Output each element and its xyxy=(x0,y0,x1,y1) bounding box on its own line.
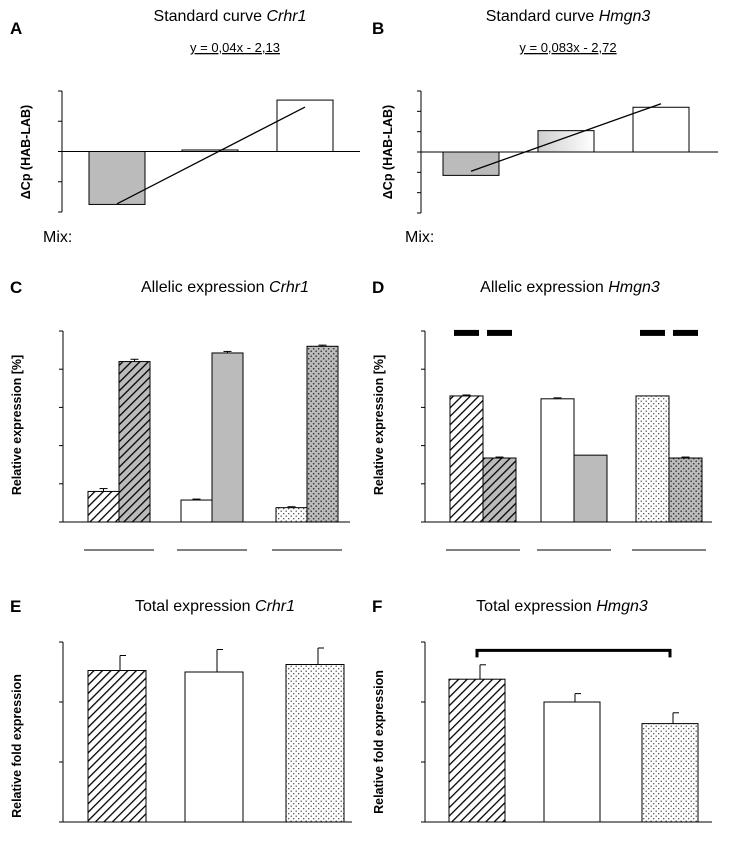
significance-bracket xyxy=(475,648,672,658)
panel-d-ylabel: Relative expression [%] xyxy=(372,355,386,495)
bar-cms-h xyxy=(449,395,484,523)
panel-b-ylabel: ΔCp (HAB-LAB) xyxy=(381,105,395,199)
bar-control-h xyxy=(180,499,213,523)
bar-control xyxy=(184,671,244,823)
panel-f-chart xyxy=(421,641,712,823)
regression-line xyxy=(470,103,662,172)
bar-cms-l xyxy=(118,361,151,523)
panel-f: F Total expression Hmgn3 Relative fold e… xyxy=(372,597,712,823)
panel-e: E Total expression Crhr1 Relative fold e… xyxy=(10,597,352,823)
panel-a-equation: y = 0,04x - 2,13 xyxy=(190,40,280,55)
bar-cms-h xyxy=(87,490,120,523)
bar-9h-1l xyxy=(632,106,690,153)
panel-f-title: Total expression Hmgn3 xyxy=(476,598,648,615)
dash-marker xyxy=(640,329,665,336)
regression-line xyxy=(116,106,306,205)
panel-a-title: Standard curve Crhr1 xyxy=(154,8,307,25)
panel-label-e: E xyxy=(10,597,21,616)
panel-d: D Allelic expression Hmgn3 Relative expr… xyxy=(372,278,712,551)
panel-c-chart xyxy=(59,330,350,551)
panel-label-a: A xyxy=(10,19,22,38)
panel-c-title: Allelic expression Crhr1 xyxy=(141,279,309,296)
bar-5h-5l xyxy=(537,130,595,153)
panel-label-f: F xyxy=(372,597,382,616)
panel-d-chart xyxy=(421,329,712,551)
panel-b-mix-label: Mix: xyxy=(405,229,434,246)
panel-label-d: D xyxy=(372,278,384,297)
panel-c-ylabel: Relative expression [%] xyxy=(10,355,24,495)
panel-a: A Standard curve Crhr1 y = 0,04x - 2,13 … xyxy=(10,8,360,246)
bar-cms-l xyxy=(482,457,517,523)
panel-b-equation: y = 0,083x - 2,72 xyxy=(519,40,616,55)
bar-ee-h xyxy=(275,507,308,523)
bar-control xyxy=(543,701,601,823)
dash-marker xyxy=(673,329,698,336)
bar-1h-9l xyxy=(442,151,500,176)
bar-control-l xyxy=(573,454,608,523)
panel-b-chart xyxy=(417,90,718,214)
bar-ee-l xyxy=(306,345,339,523)
panel-label-c: C xyxy=(10,278,22,297)
panel-a-chart xyxy=(58,90,360,213)
panel-a-ylabel: ΔCp (HAB-LAB) xyxy=(19,105,33,199)
panel-d-title: Allelic expression Hmgn3 xyxy=(480,279,660,296)
panel-e-ylabel: Relative fold expression xyxy=(10,674,24,818)
panel-f-ylabel: Relative fold expression xyxy=(372,670,386,814)
panel-b: B Standard curve Hmgn3 y = 0,083x - 2,72… xyxy=(372,8,718,246)
panel-a-mix-label: Mix: xyxy=(43,229,72,246)
bar-cms xyxy=(448,678,506,823)
bar-ee-h xyxy=(635,395,670,523)
dash-marker xyxy=(487,329,512,336)
bar-9h-1l xyxy=(276,99,334,152)
bar-5h-5l xyxy=(181,149,239,153)
bar-cms xyxy=(87,670,147,823)
bar-ee xyxy=(641,723,699,823)
bar-1h-9l xyxy=(88,151,146,205)
dash-marker xyxy=(454,329,479,336)
panel-e-chart xyxy=(59,641,352,823)
bar-ee-l xyxy=(668,457,703,523)
bar-control-l xyxy=(211,352,244,523)
bar-control-h xyxy=(540,398,575,523)
panel-b-title: Standard curve Hmgn3 xyxy=(486,8,651,25)
panel-e-title: Total expression Crhr1 xyxy=(135,598,295,615)
panel-c: C Allelic expression Crhr1 Relative expr… xyxy=(10,278,350,551)
bar-ee xyxy=(285,664,345,823)
panel-label-b: B xyxy=(372,19,384,38)
